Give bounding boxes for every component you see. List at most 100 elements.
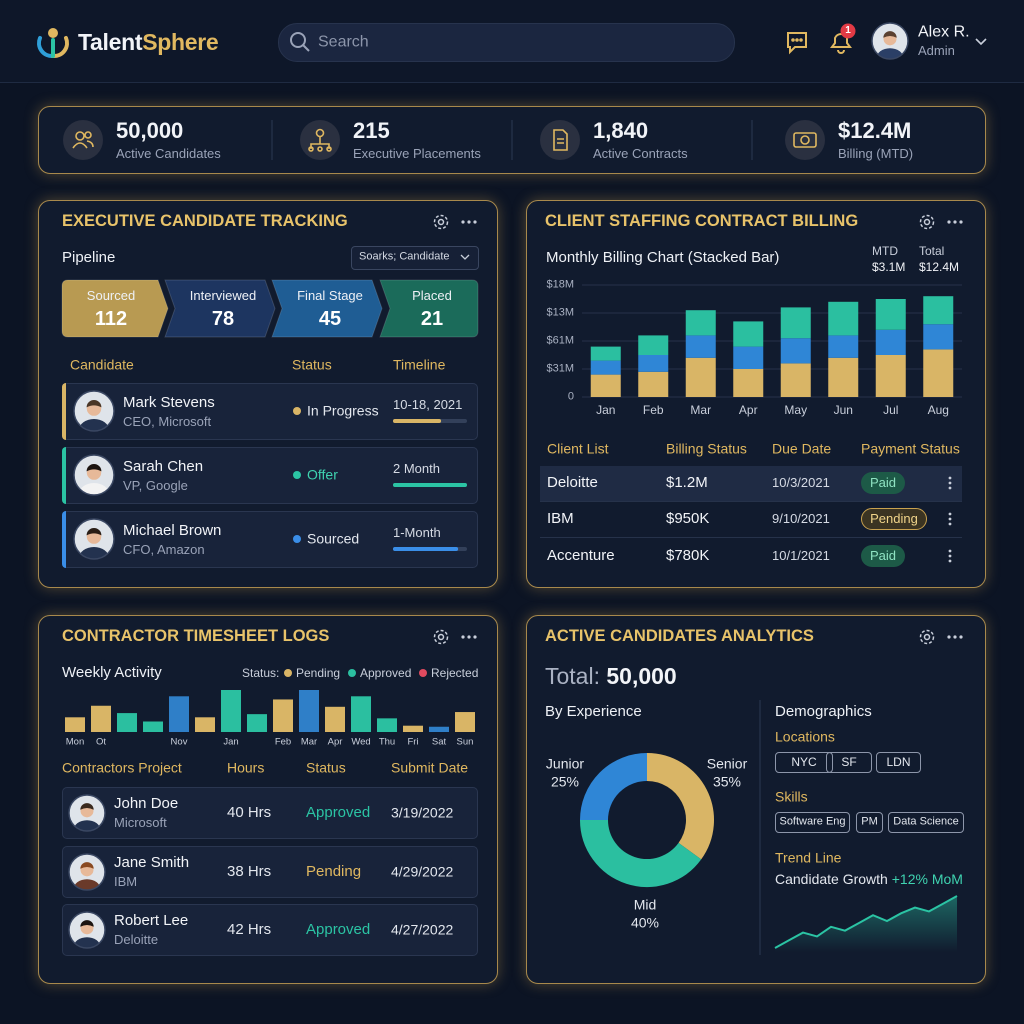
column-header: Contractors Project [62,759,182,776]
skill-label: Software Eng [779,815,846,828]
activity-bar [221,690,241,732]
avatar-hair [86,399,102,408]
row-menu-dot[interactable] [948,554,952,558]
panel-title: EXECUTIVE CANDIDATE TRACKING [62,212,348,231]
contractor-status: Approved [306,921,371,938]
legend-dot [284,669,292,677]
kpi-label: Executive Placements [353,146,481,162]
location-tag[interactable] [826,752,872,773]
x-tick-label: Jan [596,402,616,417]
total-label: Total: [545,663,600,689]
row-menu-dot[interactable] [948,522,952,526]
location-label: SF [841,754,857,769]
candidate-status: Sourced [307,530,360,547]
demographics-title: Demographics [775,703,872,720]
more-dot[interactable] [947,635,951,639]
slice-label: Mid [633,896,657,913]
y-tick-label: 0 [567,390,574,403]
chart-title: Weekly Activity [62,664,162,681]
bar-segment [638,335,669,355]
filter-chevron [460,254,470,260]
chat-icon[interactable] [787,32,807,55]
activity-bar [429,726,449,732]
panel-settings[interactable] [919,214,935,230]
row-menu-dot[interactable] [948,512,952,516]
bar-segment [638,355,669,372]
search-box[interactable] [278,23,735,62]
bar-segment [923,324,954,350]
row-menu-dot[interactable] [948,481,952,485]
user-menu-chevron[interactable] [975,38,987,46]
more-dot[interactable] [473,635,477,639]
stage-count: 78 [211,308,235,330]
activity-bar [65,717,85,732]
bar-segment [780,363,811,397]
more-dot[interactable] [467,635,471,639]
row-menu-dot[interactable] [948,517,952,521]
icon-part [793,132,817,148]
gear-inner [923,218,931,226]
timesheet-row[interactable] [62,846,478,898]
x-tick-label: May [784,402,808,417]
mtd-label: MTD [872,243,898,258]
more-dot[interactable] [473,220,477,224]
more-dot[interactable] [461,220,465,224]
skill-tag[interactable] [856,812,883,833]
progress-bar [393,419,442,423]
y-tick-label: $31M [546,362,574,375]
x-tick-label: Sat [431,736,447,748]
trend-line [774,895,958,949]
timesheet-row[interactable] [62,787,478,839]
more-dot[interactable] [461,635,465,639]
trend-area [775,896,957,952]
legend-label: Approved [360,665,412,680]
row-menu-dot[interactable] [948,476,952,480]
row-menu-dot[interactable] [948,559,952,563]
bar-segment [875,299,906,330]
panel-settings[interactable] [433,214,449,230]
avatar-hair [80,920,94,927]
kpi-icon-bg [540,120,580,160]
filter-select[interactable] [351,246,479,270]
slice-label: Junior [545,755,585,772]
more-dot[interactable] [959,635,963,639]
pipeline-stage [61,279,169,338]
candidate-timeline: 2 Month [393,461,440,477]
candidate-role: CEO, Microsoft [123,414,212,430]
more-dot[interactable] [959,220,963,224]
skill-tag[interactable] [888,812,964,833]
more-dot[interactable] [953,635,957,639]
x-tick-label: Apr [327,736,343,748]
total-value: 50,000 [606,663,677,689]
candidate-status: In Progress [307,402,379,419]
panel-settings[interactable] [919,629,935,645]
icon-part [315,128,325,138]
x-tick-label: Jan [223,736,239,748]
more-dot[interactable] [467,220,471,224]
location-label: LDN [886,754,911,769]
kpi-icon [553,129,568,151]
candidate-row[interactable] [62,447,478,504]
more-dot[interactable] [947,220,951,224]
panel-settings[interactable] [433,629,449,645]
avatar [69,912,105,948]
location-tag[interactable] [775,752,833,773]
more-dot[interactable] [953,220,957,224]
activity-bar [299,690,319,732]
timesheet-row[interactable] [62,904,478,956]
x-tick-label: Thu [378,736,396,748]
x-tick-label: Wed [351,736,371,748]
total-line: Total: 50,000 [545,663,677,691]
skill-label: Data Science [893,815,959,828]
skill-tag[interactable] [775,812,850,833]
location-tag[interactable] [876,752,921,773]
avatar-ring [68,853,106,891]
row-menu-dot[interactable] [948,486,952,490]
bar-segment [875,329,906,355]
y-tick-label: $61M [546,334,574,347]
row-menu-dot[interactable] [948,549,952,553]
activity-bar [91,705,111,732]
candidate-status: Offer [307,466,338,483]
candidate-row[interactable] [62,511,478,568]
column-header: Due Date [772,440,832,457]
